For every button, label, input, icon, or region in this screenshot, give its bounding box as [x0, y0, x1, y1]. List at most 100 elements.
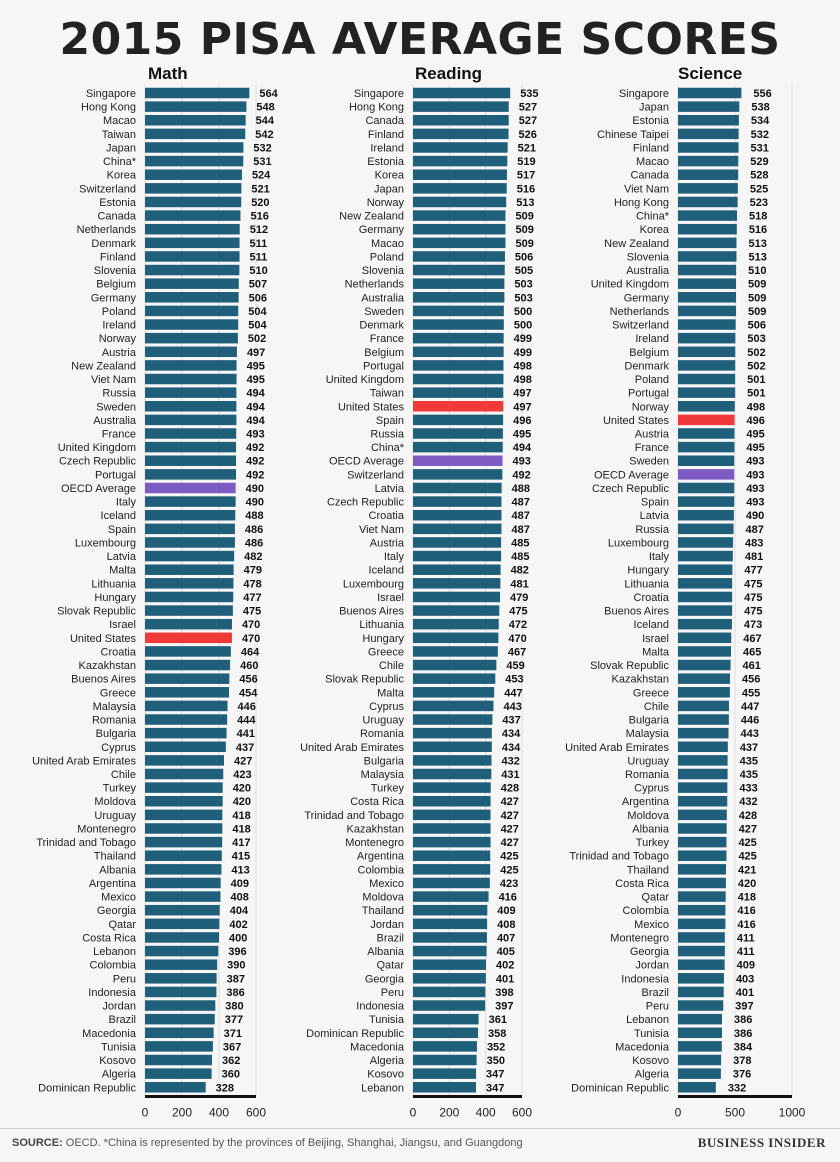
- bar: [413, 169, 507, 180]
- bar: [413, 264, 505, 276]
- bar: [413, 237, 506, 249]
- category-label: Turkey: [371, 783, 405, 795]
- bar: [413, 687, 495, 698]
- bar: [413, 305, 504, 317]
- value-label: 518: [749, 211, 767, 223]
- bar: [678, 755, 728, 766]
- value-label: 490: [246, 497, 264, 509]
- category-label: Romania: [92, 715, 137, 727]
- value-label: 532: [751, 129, 769, 141]
- value-label: 401: [736, 987, 754, 999]
- category-label: Ireland: [102, 320, 136, 332]
- value-label: 403: [736, 973, 754, 985]
- value-label: 386: [226, 987, 244, 999]
- bar: [413, 850, 491, 861]
- value-label: 408: [230, 892, 248, 904]
- value-label: 509: [515, 211, 533, 223]
- category-label: Singapore: [86, 88, 136, 100]
- value-label: 493: [513, 456, 531, 468]
- category-label: Slovak Republic: [325, 674, 404, 686]
- bar: [413, 196, 507, 208]
- category-label: United Arab Emirates: [565, 742, 669, 754]
- category-label: Colombia: [623, 905, 670, 917]
- bar: [678, 1013, 723, 1025]
- category-label: Italy: [384, 551, 405, 563]
- category-label: Sweden: [364, 306, 404, 318]
- bar: [413, 659, 497, 671]
- value-label: 509: [515, 224, 533, 236]
- bar: [678, 1000, 724, 1011]
- category-label: Argentina: [357, 851, 405, 863]
- category-label: Jordan: [370, 919, 404, 931]
- category-label: Czech Republic: [59, 456, 137, 468]
- category-label: Jordan: [635, 960, 669, 972]
- category-label: Costa Rica: [615, 878, 670, 890]
- value-label: 477: [744, 565, 762, 577]
- footer-divider: [0, 1128, 840, 1129]
- value-label: 495: [247, 374, 265, 386]
- value-label: 517: [517, 170, 535, 182]
- value-label: 454: [239, 687, 258, 699]
- value-label: 418: [232, 810, 250, 822]
- value-label: 443: [741, 728, 759, 740]
- bar: [145, 223, 240, 235]
- bar: [678, 264, 737, 276]
- category-label: Kazakhstan: [347, 823, 404, 835]
- bar: [413, 114, 509, 126]
- bar: [145, 687, 229, 698]
- value-label: 499: [514, 347, 532, 359]
- bar: [413, 768, 492, 780]
- value-label: 493: [746, 483, 764, 495]
- bar: [145, 795, 223, 807]
- category-label: Georgia: [97, 905, 137, 917]
- category-label: Peru: [113, 973, 136, 985]
- value-label: 479: [510, 592, 528, 604]
- value-label: 428: [501, 783, 519, 795]
- value-label: 483: [745, 537, 763, 549]
- value-label: 492: [246, 456, 264, 468]
- category-label: Albania: [632, 823, 670, 835]
- value-label: 459: [506, 660, 524, 672]
- value-label: 521: [251, 183, 269, 195]
- bar: [678, 632, 732, 644]
- value-label: 477: [243, 592, 261, 604]
- value-label: 432: [739, 796, 757, 808]
- value-label: 447: [504, 687, 522, 699]
- category-label: Croatia: [634, 592, 670, 604]
- category-label: Estonia: [367, 156, 405, 168]
- bar: [413, 877, 490, 889]
- value-label: 498: [513, 360, 531, 372]
- bar: [145, 1068, 212, 1079]
- value-label: 495: [513, 429, 531, 441]
- bar: [678, 864, 726, 875]
- chart-title: Reading: [415, 64, 482, 83]
- category-label: Brazil: [108, 1014, 136, 1026]
- category-label: Sweden: [96, 401, 136, 413]
- bar: [413, 251, 505, 262]
- bar: [413, 496, 502, 507]
- bar: [678, 142, 739, 153]
- category-label: Czech Republic: [592, 483, 670, 495]
- value-label: 494: [513, 442, 532, 454]
- value-label: 509: [748, 292, 766, 304]
- value-label: 377: [225, 1014, 243, 1026]
- value-label: 511: [250, 251, 268, 263]
- category-label: United Kingdom: [58, 442, 136, 454]
- bar: [678, 278, 737, 289]
- bar: [413, 87, 511, 99]
- value-label: 496: [747, 415, 765, 427]
- value-label: 425: [500, 864, 518, 876]
- value-label: 529: [750, 156, 768, 168]
- category-label: Czech Republic: [327, 497, 405, 509]
- value-label: 535: [520, 88, 538, 100]
- value-label: 371: [224, 1028, 242, 1040]
- value-label: 534: [751, 115, 770, 127]
- bar: [145, 904, 220, 916]
- bar: [413, 904, 488, 916]
- value-label: 499: [514, 333, 532, 345]
- value-label: 502: [747, 360, 765, 372]
- bar: [145, 441, 237, 453]
- bar: [678, 904, 726, 916]
- category-label: Algeria: [635, 1069, 670, 1081]
- bar: [678, 87, 742, 99]
